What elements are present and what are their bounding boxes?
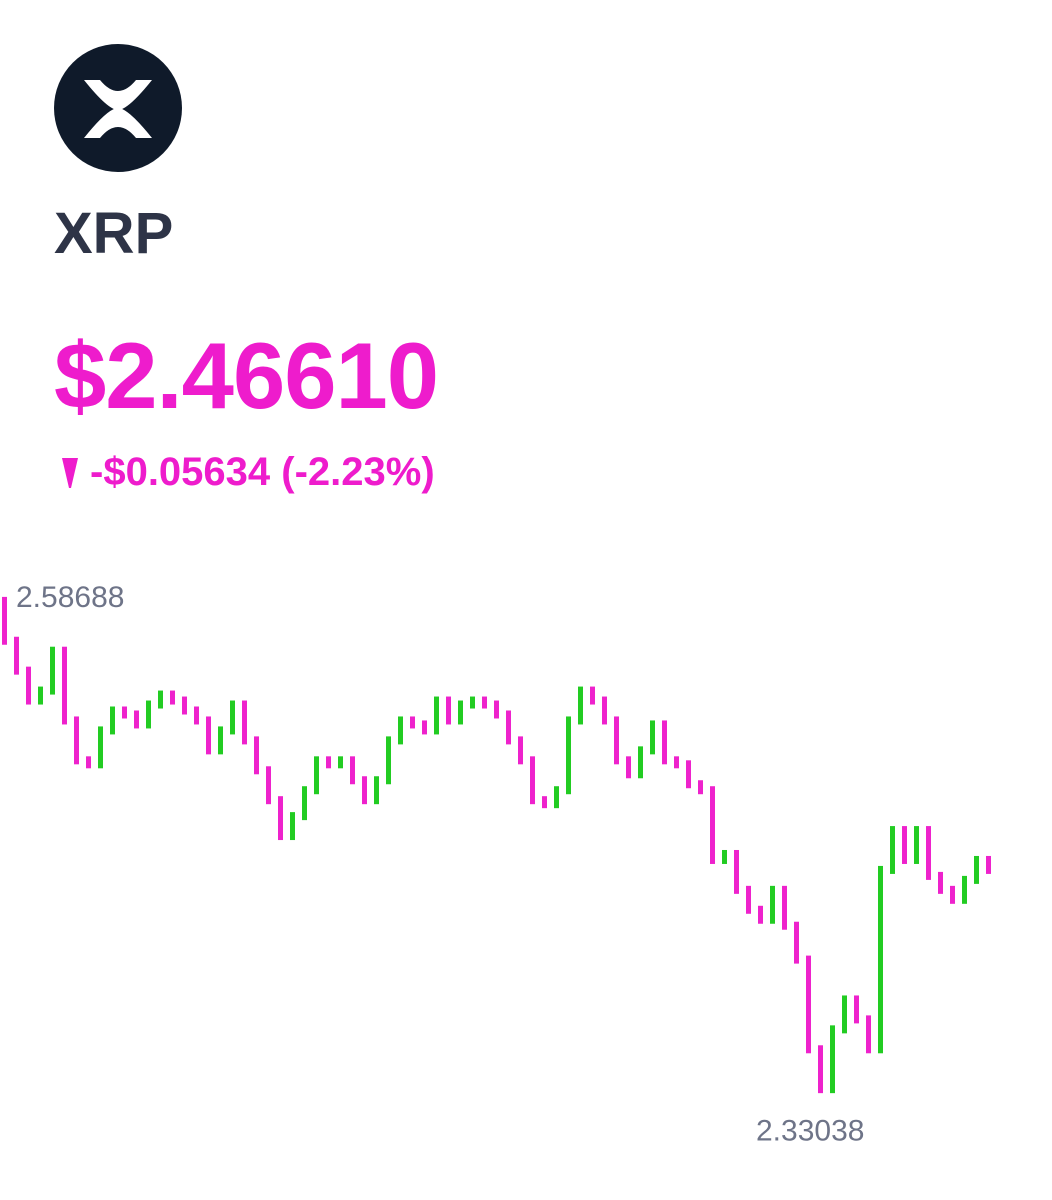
candle-body	[674, 756, 679, 769]
candle-body	[482, 696, 487, 709]
candle-body	[194, 706, 199, 725]
candle-body	[722, 849, 727, 864]
candle-body	[854, 995, 859, 1024]
candle-body	[266, 766, 271, 805]
candle-body	[122, 706, 127, 719]
candle-body	[218, 726, 223, 755]
candle-body	[914, 826, 919, 864]
candle-body	[26, 666, 31, 705]
candle-body	[446, 696, 451, 725]
candle-body	[110, 706, 115, 735]
candle-body	[590, 686, 595, 705]
candle-body	[530, 756, 535, 805]
candle-body	[926, 826, 931, 880]
candle-body	[578, 686, 583, 725]
candle-body	[734, 849, 739, 894]
price-change: -$0.05634 (-2.23%)	[90, 450, 435, 494]
candle-body	[326, 756, 331, 769]
coin-logo	[54, 44, 182, 172]
candle-body	[542, 796, 547, 809]
candle-body	[398, 716, 403, 745]
candle-body	[602, 696, 607, 725]
candle-body	[806, 955, 811, 1054]
candle-body	[182, 696, 187, 715]
candle-body	[230, 700, 235, 735]
chart: 2.58688 2.33038	[2, 581, 991, 1147]
low-label: 2.33038	[756, 1114, 864, 1147]
candle-body	[38, 686, 43, 705]
candle-body	[794, 921, 799, 964]
candle-body	[386, 736, 391, 785]
candle-body	[938, 871, 943, 894]
candle-body	[146, 700, 151, 729]
candle-body	[134, 710, 139, 729]
symbol: XRP	[54, 201, 174, 266]
candle-body	[518, 736, 523, 765]
candle-body	[554, 786, 559, 809]
candle-body	[254, 736, 259, 775]
price: $2.46610	[54, 323, 439, 428]
candle-body	[290, 812, 295, 841]
candle-body	[422, 720, 427, 735]
candle-body	[662, 720, 667, 765]
candle-body	[830, 1025, 835, 1094]
candle-body	[986, 855, 991, 874]
down-arrow	[62, 457, 78, 488]
change-row: -$0.05634 (-2.23%)	[62, 450, 435, 495]
candle-body	[650, 720, 655, 755]
candle-body	[302, 786, 307, 821]
candle-body	[842, 995, 847, 1034]
candle-body	[74, 716, 79, 765]
candle-body	[710, 786, 715, 864]
candle-body	[890, 826, 895, 874]
candle-body	[506, 710, 511, 745]
candle-body	[374, 776, 379, 805]
candle-body	[362, 776, 367, 805]
candle-body	[686, 760, 691, 789]
candle-body	[746, 885, 751, 914]
candle-body	[770, 885, 775, 924]
candle-body	[242, 700, 247, 745]
candle-body	[698, 780, 703, 795]
candle-body	[170, 690, 175, 705]
candle-body	[950, 885, 955, 904]
candle-body	[974, 855, 979, 884]
candle-body	[458, 700, 463, 725]
candle-body	[614, 716, 619, 765]
candle-body	[566, 716, 571, 795]
candle-body	[2, 596, 7, 645]
candle-body	[638, 746, 643, 779]
candle-body	[434, 696, 439, 735]
candle-body	[50, 646, 55, 695]
candle-body	[158, 690, 163, 709]
candle-body	[866, 1015, 871, 1054]
candle-body	[758, 905, 763, 924]
candle-body	[962, 875, 967, 904]
candle-body	[314, 756, 319, 795]
candle-body	[14, 636, 19, 675]
candle-body	[410, 716, 415, 729]
high-label: 2.58688	[16, 581, 124, 614]
candle-body	[782, 885, 787, 930]
candle-body	[818, 1045, 823, 1094]
candle-body	[902, 826, 907, 864]
candle-body	[206, 716, 211, 755]
candle-body	[494, 700, 499, 719]
candle-body	[86, 756, 91, 769]
candle-body	[278, 796, 283, 841]
candle-body	[98, 726, 103, 769]
candle-body	[350, 756, 355, 785]
candle-body	[62, 646, 67, 725]
candle-body	[626, 756, 631, 779]
candle-body	[878, 865, 883, 1054]
candle-body	[338, 756, 343, 769]
candle-body	[470, 696, 475, 709]
